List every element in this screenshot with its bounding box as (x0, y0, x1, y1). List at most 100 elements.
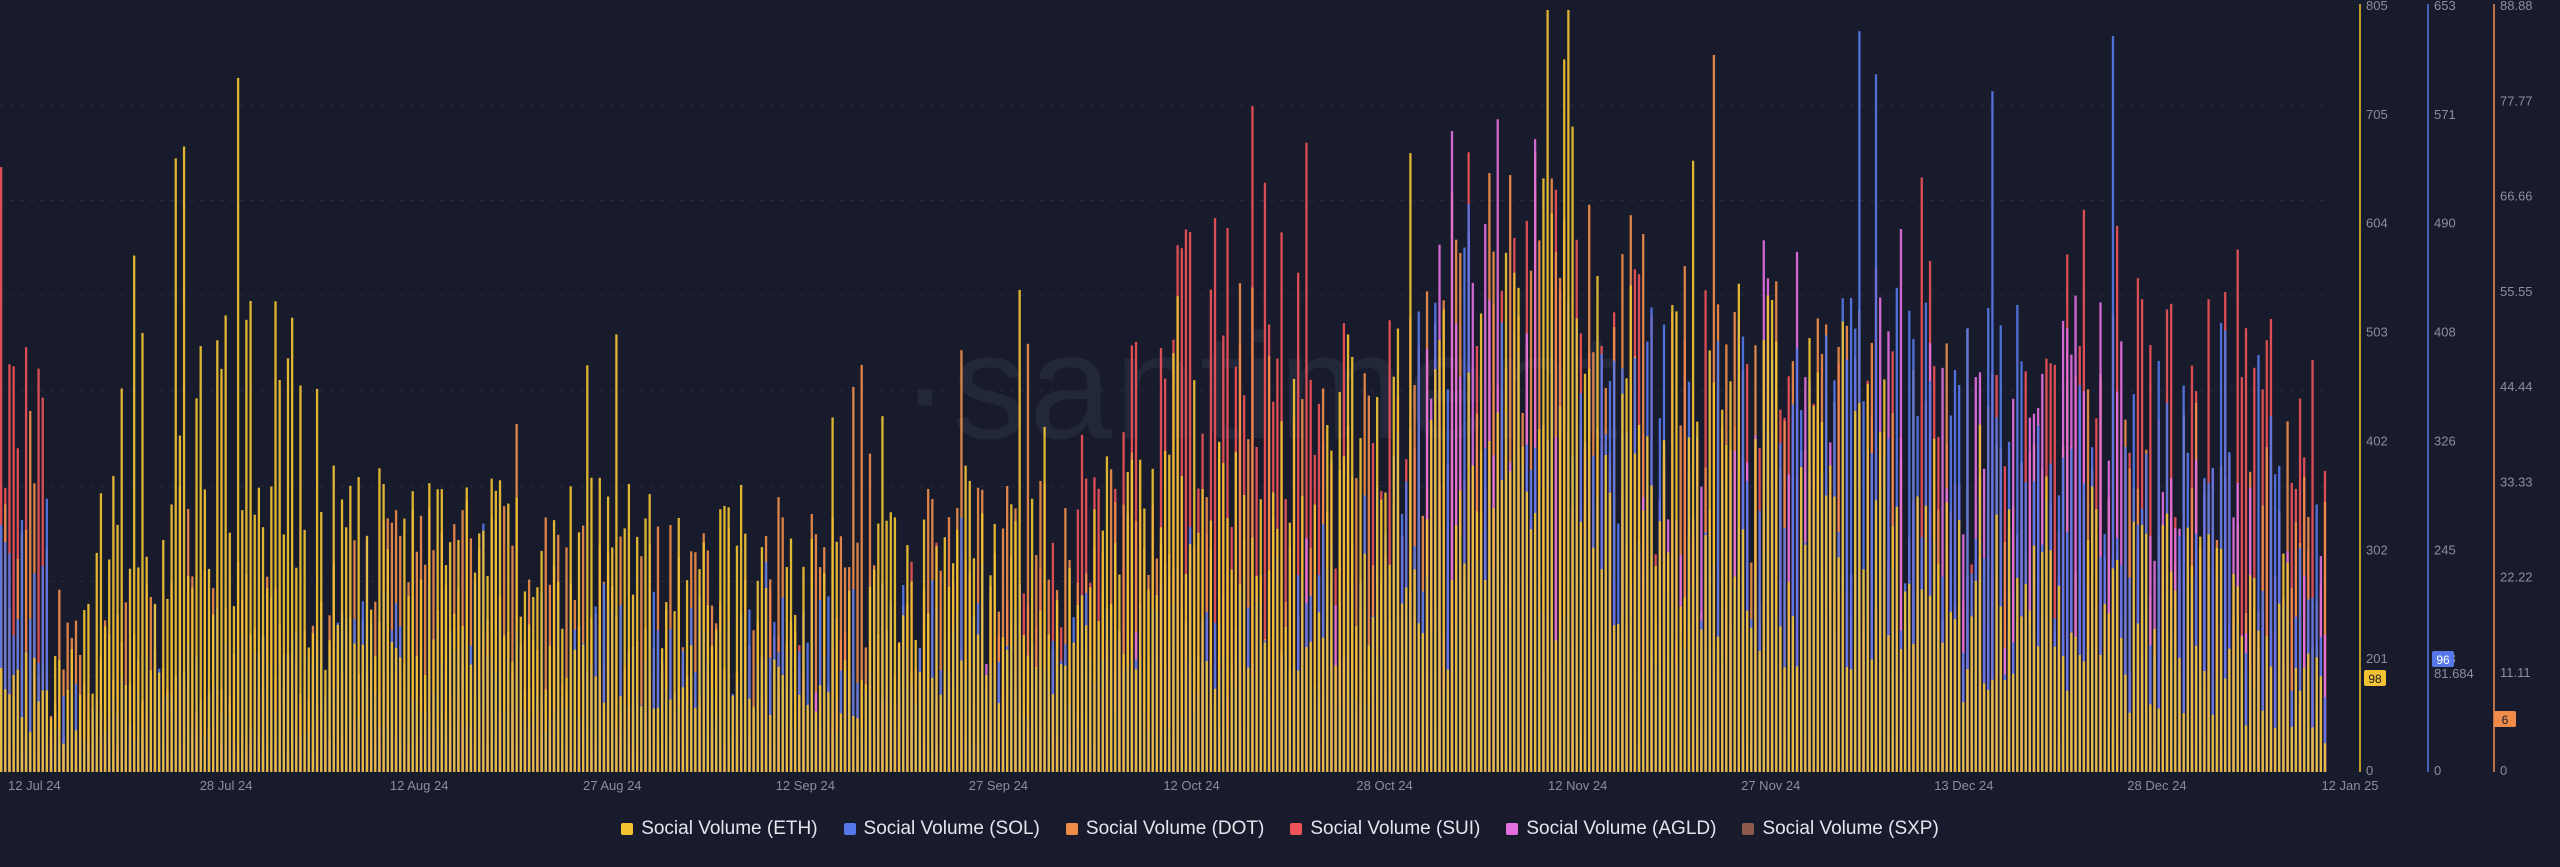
bar-eth (1608, 492, 1612, 772)
bar-eth (2228, 648, 2231, 772)
bar-eth (419, 579, 423, 772)
bar-eth (922, 519, 926, 772)
bar-eth (1076, 604, 1079, 772)
bar-eth (1982, 683, 1986, 772)
bar-eth (1824, 495, 1828, 772)
bar-eth (1201, 489, 1204, 772)
bar-sui (1305, 142, 1308, 773)
bar-sui (1188, 232, 1192, 772)
bar-sol (656, 630, 660, 772)
bar-eth (1509, 471, 1512, 772)
bar-sol (1795, 348, 1799, 772)
legend-item-sol[interactable]: Social Volume (SOL) (843, 818, 1040, 840)
bar-eth (2273, 727, 2277, 772)
bar-sol (45, 498, 49, 772)
bar-eth (552, 520, 556, 772)
bar-eth (781, 675, 784, 772)
bar-eth (1804, 544, 1807, 772)
bar-eth (769, 714, 772, 772)
bar-eth (1513, 272, 1516, 772)
bar-eth (2319, 676, 2322, 772)
bar-sol (769, 657, 772, 772)
bar-eth (386, 549, 389, 772)
bar-eth (1883, 379, 1886, 772)
bar-eth (1991, 679, 1994, 772)
bar-eth (594, 676, 597, 772)
bar-eth (1729, 381, 1732, 772)
bar-eth (1072, 642, 1075, 772)
bar-sol (1982, 558, 1986, 772)
bar-eth (814, 711, 818, 772)
bar-eth (748, 698, 751, 772)
bar-eth (1305, 647, 1308, 772)
bar-eth (1870, 659, 1873, 772)
bar-eth (789, 538, 793, 772)
bar-eth (777, 666, 780, 772)
bar-eth (893, 517, 897, 772)
bar-eth (74, 730, 78, 772)
bar-eth (2323, 743, 2327, 772)
bar-sol (2311, 597, 2314, 772)
bar-eth (2078, 655, 2081, 772)
bar-eth (515, 497, 518, 772)
bar-eth (2041, 552, 2044, 772)
bar-eth (241, 510, 244, 772)
bar-eth (1109, 604, 1113, 772)
legend-item-dot[interactable]: Social Volume (DOT) (1065, 818, 1264, 840)
bar-eth (860, 679, 863, 772)
bar-eth (1937, 563, 1940, 772)
bar-eth (1118, 574, 1121, 772)
bar-sui (1226, 228, 1229, 772)
y-tick-label: 245 (2434, 542, 2456, 557)
bar-eth (1026, 655, 1030, 772)
bar-sol (2228, 452, 2231, 772)
bar-eth (1413, 569, 1416, 772)
bar-eth (486, 576, 489, 772)
legend-item-eth[interactable]: Social Volume (ETH) (621, 818, 818, 840)
bar-eth (1176, 296, 1179, 772)
bar-eth (1338, 391, 1341, 772)
bar-eth (1060, 664, 1063, 772)
bar-sol (2323, 697, 2327, 772)
bar-eth (1430, 419, 1433, 772)
bar-eth (1945, 502, 1948, 772)
bar-sol (2037, 425, 2040, 772)
bar-eth (1126, 471, 1129, 772)
bar-eth (1001, 637, 1005, 772)
bar-eth (981, 513, 984, 772)
bar-eth (2303, 667, 2306, 772)
bar-eth (1134, 669, 1138, 772)
bar-eth (1330, 450, 1333, 772)
bar-eth (1987, 689, 1990, 772)
bar-sui (2253, 367, 2256, 772)
bar-eth (1047, 634, 1050, 772)
bar-eth (1259, 499, 1262, 772)
y-tick-label: 571 (2434, 107, 2456, 122)
bar-sol (1987, 307, 1990, 772)
bar-eth (1891, 526, 1894, 772)
bar-eth (0, 668, 3, 772)
bar-eth (1542, 178, 1545, 772)
bar-eth (1978, 424, 1982, 772)
legend-item-agld[interactable]: Social Volume (AGLD) (1506, 818, 1716, 840)
bar-eth (848, 591, 851, 772)
bar-eth (37, 701, 40, 772)
bar-sol (2298, 547, 2302, 772)
bar-eth (1812, 405, 1815, 772)
legend-item-sxp[interactable]: Social Volume (SXP) (1742, 818, 1939, 840)
bar-eth (29, 731, 32, 772)
bar-sol (931, 580, 934, 772)
bar-eth (1941, 642, 1944, 772)
bar-eth (856, 718, 859, 772)
bar-eth (536, 587, 539, 772)
bar-eth (1579, 521, 1582, 772)
bar-eth (1351, 356, 1354, 772)
y-tick-label: 33.33 (2500, 474, 2533, 489)
bar-eth (228, 532, 231, 772)
legend-item-sui[interactable]: Social Volume (SUI) (1290, 818, 1480, 840)
bar-dot (1367, 395, 1370, 772)
bar-eth (1010, 504, 1013, 772)
bar-eth (557, 581, 560, 772)
bar-dot (777, 497, 780, 772)
bar-eth (2016, 577, 2019, 772)
